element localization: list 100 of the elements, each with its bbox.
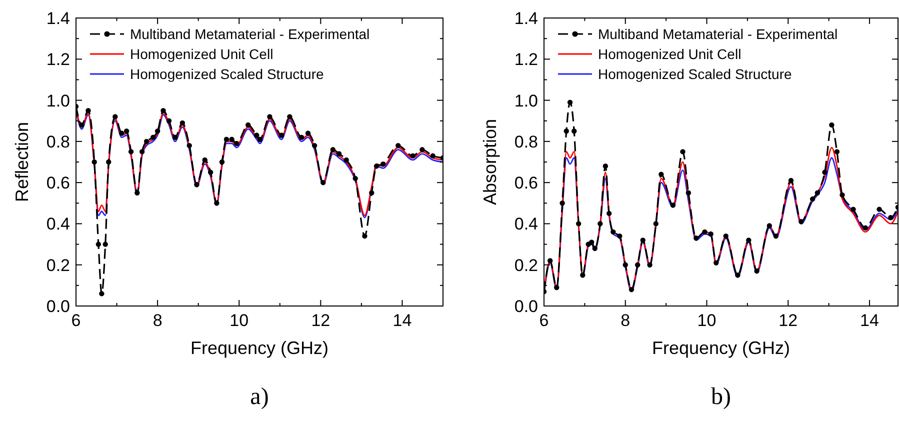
y-tick-label: 0.4 (46, 214, 70, 234)
point (267, 114, 272, 120)
point (202, 157, 208, 163)
point (134, 190, 140, 196)
point (186, 142, 192, 148)
point (254, 132, 260, 138)
x-axis-title: Frequency (GHz) (652, 338, 790, 358)
point (214, 200, 220, 206)
point (96, 242, 102, 247)
point (420, 147, 425, 152)
point (560, 200, 565, 206)
point (589, 240, 594, 245)
point (194, 182, 200, 188)
x-axis-title: Frequency (GHz) (190, 338, 329, 358)
point (708, 231, 714, 237)
point (554, 284, 560, 290)
point (798, 219, 804, 224)
y-tick-label: 0.8 (46, 132, 70, 152)
point (746, 238, 752, 243)
x-tick-label: 8 (152, 311, 162, 330)
y-tick-label: 0.2 (46, 256, 70, 275)
point (99, 291, 104, 296)
point (166, 118, 172, 124)
y-tick-label: 1.2 (514, 50, 538, 70)
point (602, 164, 608, 169)
point (580, 272, 586, 278)
point (362, 233, 368, 239)
point (640, 238, 646, 243)
point (180, 120, 186, 126)
point (658, 172, 664, 177)
x-tick-label: 10 (230, 311, 249, 330)
point (224, 136, 230, 142)
y-tick-label: 0.0 (46, 297, 70, 316)
point (154, 128, 160, 134)
point (567, 100, 573, 105)
point (702, 229, 708, 235)
point (320, 180, 326, 186)
point (396, 142, 401, 148)
point (229, 136, 234, 142)
point (92, 159, 97, 165)
x-tick-label: 12 (778, 311, 798, 330)
point (278, 132, 284, 138)
point (139, 149, 145, 154)
point (150, 134, 156, 140)
text: b) (711, 384, 731, 410)
point (344, 157, 349, 163)
point (144, 138, 150, 144)
y-tick-label: 1.0 (514, 91, 538, 110)
point (610, 229, 616, 235)
y-axis-title: Reflection (12, 122, 32, 202)
x-tick-label: 14 (860, 311, 879, 330)
point (592, 246, 598, 251)
point (548, 258, 553, 264)
x-tick-label: 8 (620, 311, 630, 330)
point (430, 153, 436, 158)
point (888, 214, 894, 220)
point (234, 140, 240, 146)
point (572, 128, 577, 134)
y-tick-label: 0.2 (514, 256, 538, 275)
point (369, 190, 374, 196)
point (694, 236, 699, 241)
x-tick-label: 6 (71, 311, 81, 330)
text: a) (250, 384, 269, 410)
point (829, 122, 834, 128)
point (305, 130, 311, 136)
point (86, 108, 91, 114)
point (680, 149, 686, 154)
point (788, 178, 794, 184)
y-tick-label: 0.4 (514, 214, 538, 234)
point (124, 128, 130, 134)
point (172, 134, 178, 140)
point (380, 161, 386, 167)
y-tick-label: 1.2 (46, 50, 70, 70)
point (257, 136, 263, 142)
point (374, 164, 380, 169)
x-tick-label: 14 (392, 311, 412, 330)
y-tick-label: 1.4 (46, 9, 70, 28)
point (773, 233, 779, 239)
point (79, 122, 84, 128)
x-tick-label: 12 (311, 311, 330, 330)
point (102, 242, 108, 247)
point (850, 206, 856, 212)
point (810, 196, 816, 202)
point (628, 286, 634, 292)
y-tick-label: 0.6 (514, 174, 538, 193)
point (330, 147, 336, 152)
y-tick-label: 0.8 (514, 132, 538, 152)
point (876, 206, 882, 212)
point (106, 159, 112, 165)
legend-label: Homogenized Unit Cell (130, 46, 274, 62)
point (634, 262, 640, 268)
legend-label: Homogenized Scaled Structure (130, 66, 324, 82)
point (410, 153, 416, 158)
point (686, 190, 692, 196)
point (647, 262, 652, 268)
y-tick-label: 1.4 (514, 9, 538, 28)
point (814, 190, 820, 196)
point (766, 223, 772, 228)
legend-label: Multiband Metamaterial - Experimental (598, 26, 838, 42)
point (576, 221, 582, 226)
